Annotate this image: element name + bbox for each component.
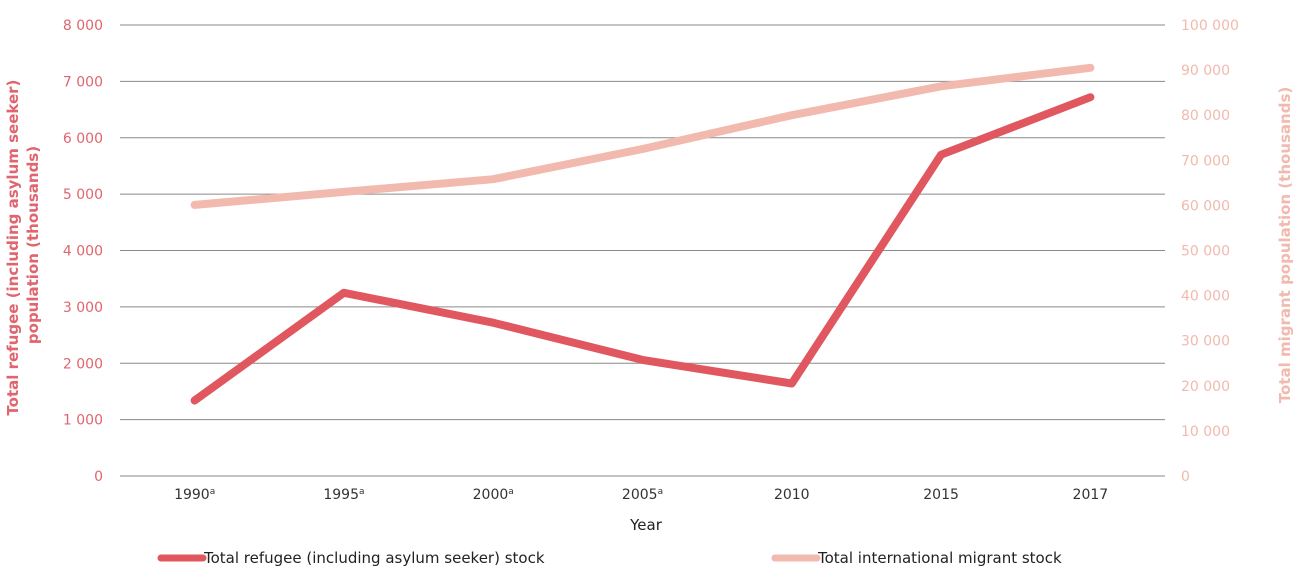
x-axis-ticks: 1990a 1995a 2000a 2005a 2010 2015 2017 [174, 487, 1108, 503]
x-tick-label: 2000a [473, 487, 514, 503]
x-tick-label: 2015 [923, 487, 959, 503]
left-axis-title-line-2: population (thousands) [24, 146, 42, 344]
left-tick-label: 7 000 [63, 74, 103, 90]
x-tick-superscript: a [359, 487, 365, 497]
right-tick-label: 60 000 [1181, 198, 1230, 214]
left-tick-label: 8 000 [63, 18, 103, 34]
x-tick-superscript: a [658, 487, 664, 497]
right-tick-label: 100 000 [1181, 18, 1239, 34]
left-axis-title: Total refugee (including asylum seeker) … [4, 74, 42, 415]
right-tick-label: 90 000 [1181, 63, 1230, 79]
grid-lines [120, 24, 1165, 477]
right-tick-label: 10 000 [1181, 424, 1230, 440]
right-tick-label: 20 000 [1181, 379, 1230, 395]
x-axis-title: Year [629, 516, 663, 534]
left-tick-label: 5 000 [63, 187, 103, 203]
x-tick-label: 2005a [622, 487, 663, 503]
x-tick-label: 2010 [774, 487, 810, 503]
left-tick-label: 0 [94, 469, 103, 485]
x-tick-superscript: a [210, 487, 216, 497]
legend: Total refugee (including asylum seeker) … [157, 549, 1062, 567]
left-tick-label: 1 000 [63, 413, 103, 429]
x-tick-label: 2017 [1073, 487, 1109, 503]
series-line-refugee [190, 93, 1095, 405]
series-lines [190, 63, 1095, 405]
legend-label-migrant: Total international migrant stock [817, 549, 1062, 567]
left-tick-label: 6 000 [63, 131, 103, 147]
right-tick-label: 80 000 [1181, 108, 1230, 124]
left-tick-label: 4 000 [63, 244, 103, 260]
series-line-migrant [190, 63, 1095, 209]
legend-label-refugee: Total refugee (including asylum seeker) … [203, 549, 545, 567]
right-axis-ticks: 0 10 000 20 000 30 000 40 000 50 000 60 000 70 … [1181, 18, 1239, 485]
left-tick-label: 3 000 [63, 300, 103, 316]
right-tick-label: 30 000 [1181, 334, 1230, 350]
right-axis-title: Total migrant population (thousands) [1276, 87, 1294, 403]
x-tick-superscript: a [508, 487, 514, 497]
right-tick-label: 70 000 [1181, 153, 1230, 169]
right-tick-label: 0 [1181, 469, 1190, 485]
right-tick-label: 40 000 [1181, 289, 1230, 305]
left-axis-title-line-1: Total refugee (including asylum seeker) [4, 80, 22, 416]
x-tick-label: 1995a [323, 487, 364, 503]
legend-item-refugee: Total refugee (including asylum seeker) … [157, 549, 545, 567]
legend-item-migrant: Total international migrant stock [771, 549, 1062, 567]
left-axis-ticks: 0 1 000 2 000 3 000 4 000 5 000 6 000 7 000 8 00… [63, 18, 103, 485]
x-tick-label: 1990a [174, 487, 215, 503]
left-tick-label: 2 000 [63, 356, 103, 372]
right-tick-label: 50 000 [1181, 244, 1230, 260]
